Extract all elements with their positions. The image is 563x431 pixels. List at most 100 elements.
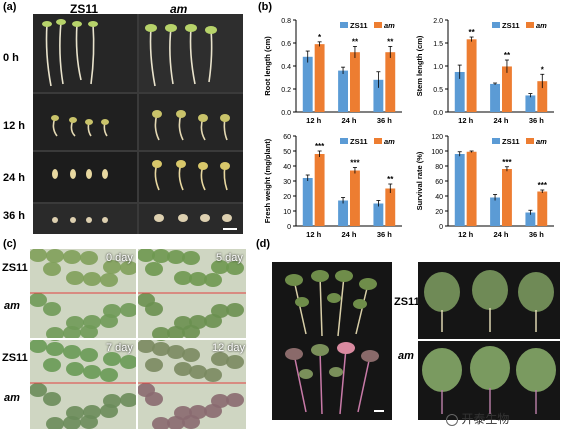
bar-am [314, 44, 325, 112]
bar-zs11 [490, 83, 500, 112]
x-tick-label: 36 h [529, 116, 544, 125]
x-tick-label: 12 h [306, 116, 321, 125]
y-tick-label: 0.0 [281, 110, 291, 117]
panel-a-row-0h: 0 h [3, 52, 19, 64]
bar-am [466, 151, 477, 226]
x-tick-label: 24 h [341, 116, 356, 125]
y-tick-label: 120 [431, 134, 443, 141]
bar-zs11 [454, 71, 465, 112]
significance-label: ** [387, 37, 394, 46]
y-tick-label: 30 [283, 179, 291, 186]
legend-label-zs11: ZS11 [350, 21, 368, 30]
chart-fresh-weight: 0 10 20 30 40 50 60 Fresh weight (mg/plant) 12 h… [263, 134, 402, 239]
legend-label-am: am [536, 137, 547, 146]
x-tick-label: 12 h [458, 230, 473, 239]
panel-d-row-zs11: ZS11 [394, 296, 420, 308]
y-tick-label: 0 [439, 224, 443, 231]
y-tick-label: 0.0 [433, 110, 443, 117]
legend-swatch-am [526, 138, 534, 144]
x-tick-label: 36 h [377, 230, 392, 239]
y-axis-label: Root length (cm) [263, 36, 272, 96]
bar-zs11 [373, 203, 384, 226]
x-tick-label: 12 h [306, 230, 321, 239]
chart-stem-length: 0.0 0.5 1.0 1.5 2.0 Stem length (cm) 12 h ** 24 … [415, 18, 554, 125]
panel-label-d: (d) [256, 238, 271, 250]
panel-a-row-36h: 36 h [3, 210, 26, 222]
y-tick-label: 80 [435, 164, 443, 171]
bar-am [537, 81, 548, 112]
panel-label-a: (a) [3, 1, 17, 13]
panel-c-row-am-2: am [4, 392, 20, 404]
significance-label: ** [504, 51, 511, 60]
y-tick-label: 0.8 [281, 18, 291, 25]
y-axis-label: Stem length (cm) [415, 35, 424, 96]
y-axis-label: Survival rate (%) [415, 151, 424, 210]
legend-swatch-zs11 [340, 138, 348, 144]
panel-c-row-am-1: am [4, 300, 20, 312]
panel-c-row-zs11-2: ZS11 [2, 352, 28, 364]
y-tick-label: 100 [431, 149, 443, 156]
y-tick-label: 60 [435, 179, 443, 186]
day-label-0: 0 day [106, 252, 133, 264]
leaf-photo [418, 262, 560, 420]
bar-am [385, 52, 396, 112]
significance-label: ** [352, 37, 359, 46]
panel-label-b: (b) [258, 1, 273, 13]
significance-label: * [541, 65, 545, 74]
bar-am [502, 169, 512, 226]
bar-zs11 [490, 197, 500, 226]
bar-zs11 [338, 200, 348, 226]
y-tick-label: 1.5 [433, 41, 443, 48]
significance-label: * [318, 33, 322, 42]
watermark: 开泰生物 [446, 410, 509, 427]
day-label-12: 12 day [212, 342, 246, 354]
significance-label: *** [315, 142, 325, 151]
panel-a-col-zs11: ZS11 [70, 2, 99, 16]
y-tick-label: 0.6 [281, 41, 291, 48]
bar-zs11 [525, 95, 536, 112]
day-label-7: 7 day [106, 342, 133, 354]
bar-am [350, 52, 360, 112]
significance-label: *** [350, 159, 360, 168]
legend-label-zs11: ZS11 [350, 137, 368, 146]
y-tick-label: 60 [283, 134, 291, 141]
watermark-icon [446, 413, 458, 426]
x-tick-label: 36 h [377, 116, 392, 125]
panel-d-divider [332, 261, 333, 262]
y-tick-label: 1.0 [433, 64, 443, 71]
x-tick-label: 12 h [458, 116, 473, 125]
y-tick-label: 2.0 [433, 18, 443, 25]
legend-swatch-zs11 [340, 22, 348, 28]
y-tick-label: 20 [283, 194, 291, 201]
plant-photo-grid [30, 249, 246, 429]
legend-label-am: am [384, 21, 395, 30]
legend-swatch-zs11 [492, 22, 500, 28]
chart-survival-rate: 0 20 40 60 80 100 120 Survival rate (%) 12 h 24 h… [415, 134, 554, 239]
seedling-photo-grid [33, 14, 243, 234]
x-tick-label: 24 h [493, 116, 508, 125]
panel-label-c: (c) [3, 238, 17, 250]
y-tick-label: 20 [435, 209, 443, 216]
bar-am [350, 170, 360, 226]
y-tick-label: 0.4 [281, 64, 291, 71]
y-axis-label: Fresh weight (mg/plant) [263, 138, 272, 223]
x-tick-label: 24 h [341, 230, 356, 239]
bar-am [466, 39, 477, 112]
y-tick-label: 0 [287, 224, 291, 231]
legend-label-am: am [536, 21, 547, 30]
panel-a-row-12h: 12 h [3, 120, 26, 132]
bar-am [502, 66, 512, 112]
y-tick-label: 50 [283, 149, 291, 156]
y-tick-label: 40 [283, 164, 291, 171]
panel-c-row-zs11-1: ZS11 [2, 262, 28, 274]
chart-root-length: 0.0 0.2 0.4 0.6 0.8 Root length (cm) 12 h * 24 h… [263, 18, 402, 125]
x-tick-label: 36 h [529, 230, 544, 239]
y-tick-label: 0.2 [281, 87, 291, 94]
x-tick-label: 24 h [493, 230, 508, 239]
day-label-5: 5 day [216, 252, 243, 264]
watermark-text: 开泰生物 [461, 412, 510, 426]
y-tick-label: 10 [283, 209, 291, 216]
bar-zs11 [373, 79, 384, 112]
panel-a-row-24h: 24 h [3, 172, 26, 184]
bar-am [314, 154, 325, 226]
